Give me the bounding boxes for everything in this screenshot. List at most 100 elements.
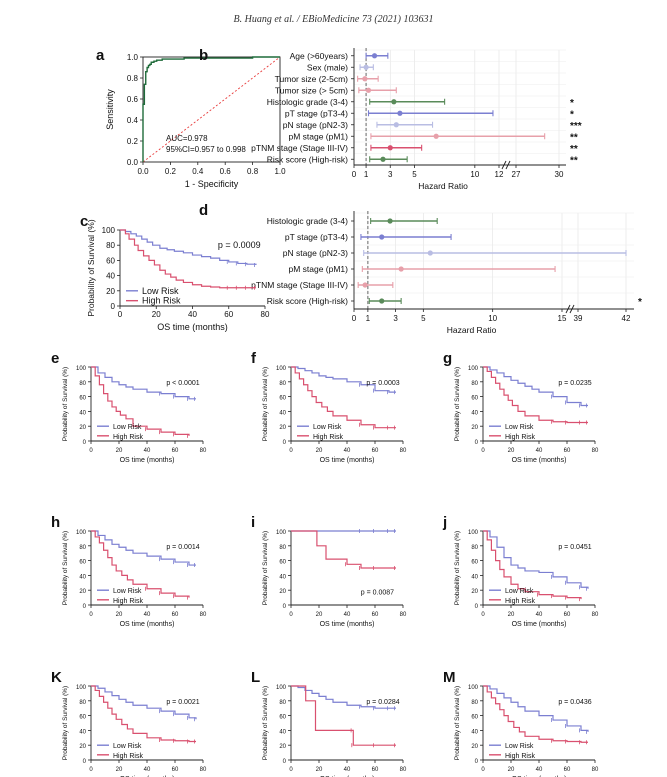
y-tick-label: 80 [279,381,286,387]
x-axis-label: OS time (months) [120,621,175,628]
x-tick-label: 0 [289,767,293,773]
x-tick-label: 20 [316,612,323,618]
y-tick-label: 0 [83,604,87,610]
forest-row-label: pTNM stage (Stage III-IV) [251,143,348,153]
y-tick-label: 0.6 [127,95,139,104]
significance-mark: *** [570,121,582,132]
y-tick-label: 0.2 [127,137,139,146]
y-axis-label: Probability of Survival (%) [454,531,461,605]
legend-high-label: High Risk [113,753,143,760]
y-axis-label: Probability of Survival (%) [86,219,96,316]
hr-point [362,76,368,82]
x-tick-label: 3 [393,314,398,323]
x-tick-label: 0.4 [192,167,204,176]
x-axis-label: OS time (months) [512,621,567,628]
reference-diagonal [142,56,281,163]
y-tick-label: 80 [471,545,478,551]
hr-point [371,53,378,59]
p-value: p = 0.0014 [166,544,199,551]
legend-high-label: High Risk [505,753,535,760]
high-risk-curve [291,685,396,746]
x-tick-label: 0 [289,448,293,454]
y-tick-label: 40 [79,574,86,580]
forest-panel-b: b 0 1 3 5 10 12 27 30 Hazard Ratio Age (>60years)S… [199,47,582,191]
high-risk-curve [120,229,256,289]
p-value: p = 0.0451 [558,544,591,551]
x-tick-label: 40 [188,310,197,319]
p-value: p = 0.0235 [558,380,591,387]
x-tick-label: 0 [89,612,93,618]
x-tick-label: 80 [592,448,599,454]
hr-point [427,250,433,256]
axis-break [505,160,511,170]
y-axis-label: Probability of Survival (%) [62,367,69,441]
x-tick-label: 60 [172,767,179,773]
y-tick-label: 100 [76,530,87,536]
y-tick-label: 80 [279,545,286,551]
y-tick-label: 0 [475,604,479,610]
y-tick-label: 40 [106,272,115,281]
page-header: B. Huang et al. / EBioMedicine 73 (2021)… [233,14,434,25]
panel-letter-L: L [251,669,260,686]
y-tick-label: 60 [279,715,286,721]
axis-break [501,160,507,170]
forest-row-label: pT stage (pT3-4) [285,108,348,118]
high-risk-curve [91,530,190,598]
y-tick-label: 60 [106,256,115,265]
significance-mark: ** [570,144,578,155]
hr-point [393,122,399,128]
y-tick-label: 20 [279,744,286,750]
x-tick-label: 20 [152,310,161,319]
forest-row-label: pN stage (pN2-3) [283,120,348,130]
y-tick-label: 80 [79,381,86,387]
low-risk-curve [120,229,257,265]
x-tick-label: 40 [344,767,351,773]
x-tick-label: 0 [352,170,357,179]
panel-letter-j: j [442,514,447,531]
y-tick-label: 0 [475,759,479,765]
x-tick-label: 20 [316,767,323,773]
x-tick-label: 80 [400,612,407,618]
y-tick-label: 0 [475,440,479,446]
y-tick-label: 40 [279,729,286,735]
panel-letter-K: K [51,669,62,686]
hr-point [387,145,393,151]
low-risk-curve [483,685,589,732]
panel-letter-a: a [96,47,105,64]
y-tick-label: 20 [106,287,115,296]
x-tick-label: 10 [488,314,497,323]
forest-row-label: pT stage (pT3-4) [285,232,348,242]
y-tick-label: 80 [79,700,86,706]
y-tick-label: 60 [471,396,478,402]
y-axis-label: Probability of Survival (%) [62,531,69,605]
x-tick-label: 40 [144,448,151,454]
x-tick-label: 0 [481,448,485,454]
high-risk-curve [291,366,396,429]
y-tick-label: 0 [111,302,116,311]
axis-break [565,304,571,314]
x-axis-label: OS time (months) [512,457,567,464]
x-tick-label: 40 [144,612,151,618]
roc-panel: a 0.0 0.2 0.4 0.6 0.8 1.0 0.0 0.2 0.4 0.6 0.8 1.0 1 -… [96,47,286,189]
hr-point [365,87,372,93]
y-tick-label: 100 [468,530,479,536]
km-panel-K: K020406080100020406080OS time (months)Pr… [51,669,207,777]
panel-letter-h: h [51,514,60,531]
x-tick-label: 1 [364,170,369,179]
y-tick-label: 100 [76,685,87,691]
significance-mark: * [570,98,574,109]
x-tick-label: 20 [316,448,323,454]
high-risk-curve [91,366,190,436]
high-risk-curve [91,685,196,743]
forest-row-label: pM stage (pM1) [288,131,348,141]
y-tick-label: 60 [279,396,286,402]
x-tick-label: 60 [372,767,379,773]
forest-row-label: Tumor size (2-5cm) [275,74,349,84]
hr-point [379,234,385,240]
auc-annotation: AUC=0.978 [166,134,208,143]
low-risk-curve [483,530,589,589]
significance-mark: ** [570,132,578,143]
hr-point [397,110,403,116]
y-tick-label: 80 [79,545,86,551]
